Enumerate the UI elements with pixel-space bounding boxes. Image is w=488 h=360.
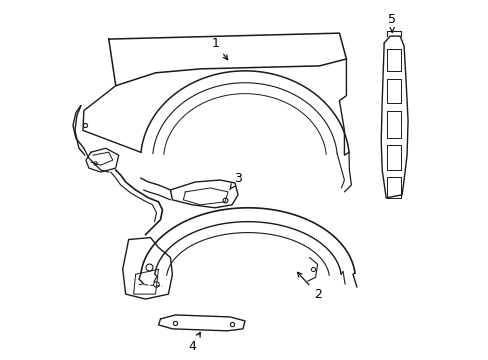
Text: 4: 4 xyxy=(188,332,200,353)
Text: 1: 1 xyxy=(211,37,227,60)
Text: 2: 2 xyxy=(297,272,321,301)
Text: 3: 3 xyxy=(229,171,242,190)
Text: 5: 5 xyxy=(387,13,395,32)
